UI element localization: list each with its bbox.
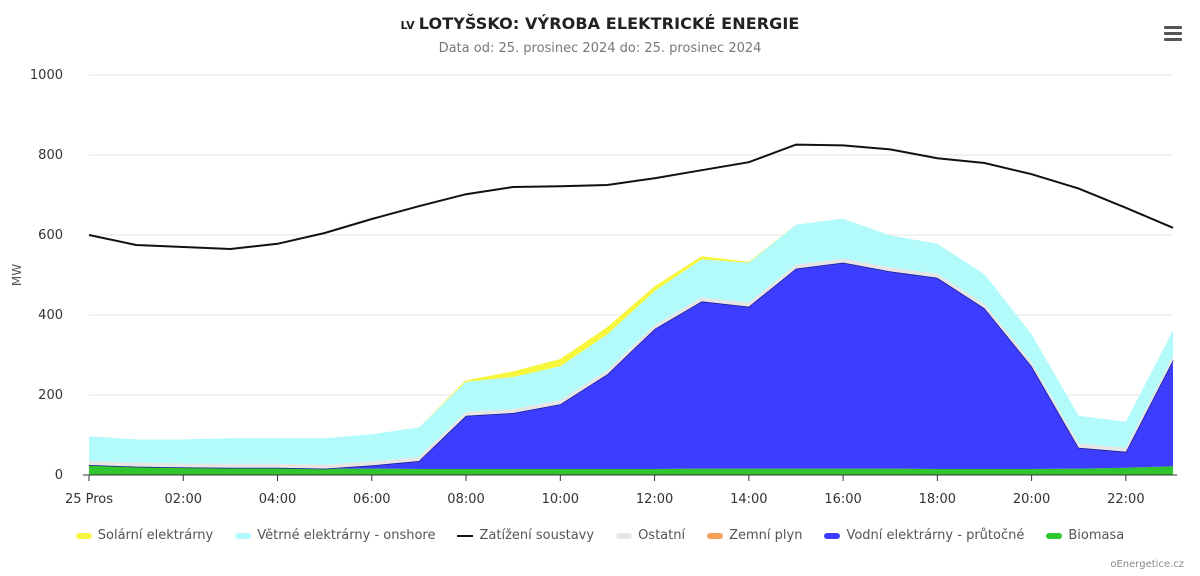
menu-line [1164,26,1182,29]
y-axis-label: MW [10,264,24,286]
legend-swatch [824,532,841,539]
chart-title-text: LOTYŠSKO: VÝROBA ELEKTRICKÉ ENERGIE [418,14,800,33]
x-tick-label: 20:00 [1013,492,1050,507]
x-tick-label: 04:00 [259,492,296,507]
legend-label: Biomasa [1068,528,1125,543]
area-series-biomasa [89,465,1173,475]
area-series-vodni-elektrarny-prutocne [89,262,1173,469]
y-tick-label: 600 [38,228,63,243]
x-tick-label: 12:00 [636,492,673,507]
menu-line [1164,38,1182,41]
chart-header: LV LOTYŠSKO: VÝROBA ELEKTRICKÉ ENERGIE Da… [0,14,1200,56]
legend-swatch [707,532,724,539]
legend-label: Vodní elektrárny - průtočné [846,528,1025,543]
x-tick-label: 06:00 [353,492,390,507]
y-tick-label: 0 [55,468,63,483]
y-tick-label: 1000 [30,68,63,83]
x-tick-label: 22:00 [1107,492,1144,507]
legend-item[interactable]: Vodní elektrárny - průtočné [824,528,1024,543]
legend-swatch [1046,532,1063,539]
x-tick-label: 16:00 [824,492,861,507]
legend-swatch [235,532,252,539]
y-tick-label: 400 [38,308,63,323]
x-tick-label: 10:00 [542,492,579,507]
area-series-vetrne-elektrarny-onshore [89,218,1173,465]
legend-item[interactable]: Solární elektrárny [75,528,214,543]
x-tick-label: 14:00 [730,492,767,507]
y-tick-label: 800 [38,148,63,163]
legend-item[interactable]: Biomasa [1046,528,1124,543]
legend-label: Ostatní [638,528,686,543]
legend-label: Větrné elektrárny - onshore [257,528,436,543]
y-tick-label: 200 [38,388,63,403]
legend-item[interactable]: Zemní plyn [707,528,802,543]
legend-swatch [75,532,92,539]
legend-label: Zatížení soustavy [479,528,595,543]
country-code: LV [400,19,415,32]
legend-item[interactable]: Zatížení soustavy [457,528,594,543]
x-tick-label: 25 Pros [65,492,113,507]
x-tick-label: 18:00 [919,492,956,507]
hamburger-menu-icon[interactable] [1164,26,1182,42]
chart-subtitle: Data od: 25. prosinec 2024 do: 25. prosi… [438,41,762,56]
credit-label: oEnergetice.cz [1110,559,1184,570]
chart-legend: Solární elektrárny Větrné elektrárny - on… [0,528,1200,543]
chart-title: LV LOTYŠSKO: VÝROBA ELEKTRICKÉ ENERGIE [0,14,1200,33]
x-tick-label: 02:00 [165,492,202,507]
line-series-zatizeni-soustavy [88,143,1174,251]
x-tick-label: 08:00 [447,492,484,507]
legend-item[interactable]: Větrné elektrárny - onshore [235,528,435,543]
legend-item[interactable]: Ostatní [616,528,685,543]
menu-line [1164,32,1182,35]
legend-swatch [616,532,633,539]
legend-label: Solární elektrárny [97,528,214,543]
legend-label: Zemní plyn [729,528,803,543]
legend-swatch [457,534,474,537]
